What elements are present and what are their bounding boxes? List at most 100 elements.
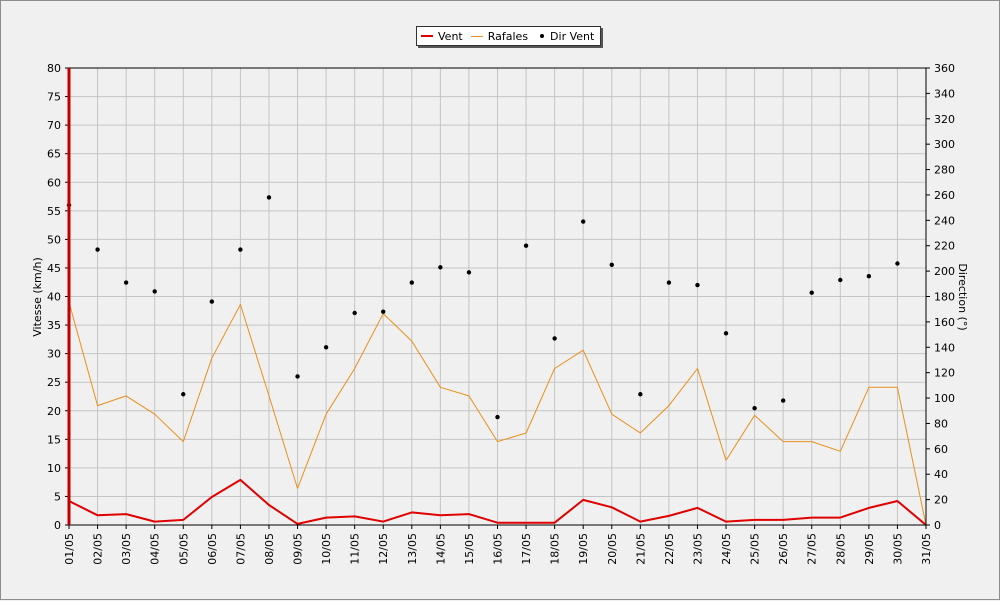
x-tick-label: 11/05 <box>349 533 362 565</box>
point-dir-vent <box>552 336 557 341</box>
y-tick-label: 35 <box>47 319 61 332</box>
y-tick-label: 80 <box>47 62 61 75</box>
x-tick-label: 12/05 <box>377 533 390 565</box>
y-tick-label: 60 <box>47 176 61 189</box>
x-tick-label: 27/05 <box>806 533 819 565</box>
x-tick-label: 17/05 <box>520 533 533 565</box>
legend-swatch-dir-vent <box>540 34 545 38</box>
y2-tick-label: 240 <box>934 214 955 227</box>
x-tick-label: 21/05 <box>634 533 647 565</box>
point-dir-vent <box>723 331 729 336</box>
point-dir-vent <box>466 270 472 275</box>
x-tick-label: 31/05 <box>920 533 933 565</box>
x-tick-label: 23/05 <box>691 533 704 565</box>
y-tick-label: 20 <box>47 405 61 418</box>
x-tick-label: 02/05 <box>92 533 105 565</box>
y-tick-label: 75 <box>47 91 61 104</box>
x-tick-label: 01/05 <box>63 533 76 565</box>
legend-swatch-vent <box>421 35 433 37</box>
y-tick-label: 70 <box>47 119 61 132</box>
point-dir-vent <box>181 392 186 397</box>
y-tick-label: 30 <box>47 348 61 361</box>
legend-swatch-rafales <box>470 35 483 37</box>
x-tick-label: 24/05 <box>720 533 733 565</box>
y-axis-title: Vitesse (km/h) <box>31 257 44 337</box>
x-tick-label: 29/05 <box>863 533 876 565</box>
x-tick-label: 05/05 <box>177 533 190 565</box>
series-line-rafales <box>68 302 927 526</box>
point-dir-vent <box>295 374 300 379</box>
point-dir-vent <box>638 392 643 397</box>
legend-label-rafales: Rafales <box>487 29 529 43</box>
y2-tick-label: 40 <box>934 468 948 481</box>
x-tick-label: 30/05 <box>891 533 904 565</box>
y2-tick-label: 200 <box>934 265 955 278</box>
x-tick-label: 20/05 <box>606 533 619 565</box>
x-tick-label: 25/05 <box>749 533 762 565</box>
point-dir-vent <box>752 406 757 411</box>
legend-label-dir-vent: Dir Vent <box>550 29 595 43</box>
point-dir-vent <box>695 282 700 288</box>
x-tick-label: 18/05 <box>549 533 562 565</box>
y2-tick-label: 20 <box>934 494 948 507</box>
y2-tick-label: 160 <box>934 316 955 329</box>
y2-tick-label: 100 <box>934 392 955 405</box>
y2-tick-label: 0 <box>934 519 941 532</box>
point-dir-vent <box>95 247 100 252</box>
x-tick-label: 19/05 <box>577 533 590 565</box>
x-tick-label: 28/05 <box>834 533 847 565</box>
x-tick-label: 16/05 <box>492 533 505 565</box>
point-dir-vent <box>838 277 843 283</box>
y-tick-label: 50 <box>47 233 61 246</box>
point-dir-vent <box>780 398 786 403</box>
x-tick-label: 26/05 <box>777 533 790 565</box>
x-tick-label: 15/05 <box>463 533 476 565</box>
legend-item-dir-vent: Dir Vent <box>536 30 594 43</box>
y-tick-label: 25 <box>47 376 61 389</box>
y2-tick-label: 120 <box>934 367 955 380</box>
point-dir-vent <box>895 261 900 266</box>
series-line-vent <box>68 478 927 526</box>
x-tick-label: 06/05 <box>206 533 219 565</box>
y2-tick-label: 220 <box>934 240 955 253</box>
legend-item-rafales: Rafales <box>470 29 529 43</box>
point-dir-vent <box>266 195 272 200</box>
y2-tick-label: 180 <box>934 291 955 304</box>
point-dir-vent <box>809 290 814 295</box>
point-dir-vent <box>581 219 586 224</box>
point-dir-vent <box>323 345 329 350</box>
y2-tick-label: 140 <box>934 341 955 354</box>
y2-tick-label: 260 <box>934 189 955 202</box>
x-tick-label: 10/05 <box>320 533 333 565</box>
point-dir-vent <box>352 310 357 316</box>
y2-axis-title: Direction (°) <box>956 263 969 330</box>
x-tick-label: 04/05 <box>149 533 162 565</box>
chart-legend: Vent Rafales Dir Vent <box>416 26 602 46</box>
x-tick-label: 08/05 <box>263 533 276 565</box>
y2-tick-label: 300 <box>934 138 955 151</box>
x-tick-label: 13/05 <box>406 533 419 565</box>
point-dir-vent <box>866 273 872 279</box>
x-tick-label: 03/05 <box>120 533 133 565</box>
point-dir-vent <box>381 309 386 314</box>
y-tick-label: 5 <box>54 490 61 503</box>
point-dir-vent <box>495 414 500 420</box>
y2-tick-label: 320 <box>934 113 955 126</box>
y2-tick-label: 280 <box>934 164 955 177</box>
point-dir-vent <box>523 243 529 248</box>
legend-item-vent: Vent <box>421 30 463 43</box>
y-tick-label: 0 <box>54 519 61 532</box>
point-dir-vent <box>409 280 414 285</box>
y-tick-label: 45 <box>47 262 61 275</box>
y2-tick-label: 60 <box>934 443 948 456</box>
point-dir-vent <box>123 280 129 285</box>
x-tick-label: 14/05 <box>434 533 447 565</box>
x-tick-label: 09/05 <box>292 533 305 565</box>
y-tick-label: 15 <box>47 433 61 446</box>
y2-tick-label: 80 <box>934 417 948 430</box>
y2-tick-label: 340 <box>934 87 955 100</box>
point-dir-vent <box>209 299 215 304</box>
point-dir-vent <box>609 262 614 267</box>
x-tick-label: 22/05 <box>663 533 676 565</box>
